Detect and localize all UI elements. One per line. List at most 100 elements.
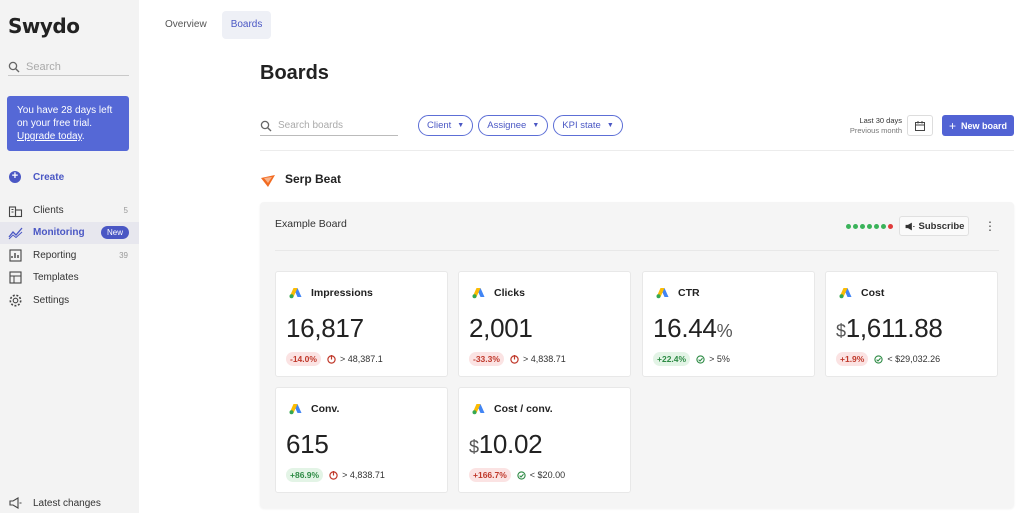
settings-icon <box>9 294 22 307</box>
sidebar-item-templates[interactable]: Templates <box>0 267 139 290</box>
more-options-icon[interactable]: ⋮ <box>984 219 996 233</box>
trial-banner: You have 28 days left on your free trial… <box>7 96 129 151</box>
kpi-value: 615 <box>286 429 329 460</box>
kpi-card-header: CTR <box>656 287 700 299</box>
search-icon <box>8 61 20 72</box>
kpi-number: 16,817 <box>286 313 364 343</box>
status-dot <box>860 224 865 229</box>
kpi-state-filter[interactable]: KPI state ▼ <box>553 115 623 136</box>
new-board-label: New board <box>961 120 1008 131</box>
boards-search <box>260 116 398 136</box>
new-badge: New <box>100 226 129 240</box>
search-icon <box>260 120 272 131</box>
google-ads-icon <box>839 288 852 299</box>
kpi-card-header: Cost / conv. <box>472 403 553 415</box>
kpi-change-badge: +166.7% <box>469 468 511 482</box>
kpi-card[interactable]: Impressions 16,817 -14.0% > 48,387.1 <box>275 271 448 377</box>
boards-search-input[interactable] <box>278 120 393 131</box>
kpi-card-header: Clicks <box>472 287 525 299</box>
page-title: Boards <box>260 62 329 84</box>
kpi-card[interactable]: Conv. 615 +86.9% > 4,838.71 <box>275 387 448 493</box>
kpi-footer: -33.3% > 4,838.71 <box>469 352 566 366</box>
kpi-value: 16.44% <box>653 313 733 344</box>
date-range-compare: Previous month <box>849 126 902 135</box>
kpi-card[interactable]: Cost $1,611.88 +1.9% < $29,032.26 <box>825 271 998 377</box>
sidebar-item-clients[interactable]: Clients 5 <box>0 199 139 222</box>
sidebar: Swydo You have 28 days left on your free… <box>0 0 139 513</box>
kpi-goal: > 4,838.71 <box>522 354 566 364</box>
status-dot <box>888 224 893 229</box>
kpi-footer: +166.7% < $20.00 <box>469 468 565 482</box>
client-header: Serp Beat <box>260 170 341 188</box>
kpi-card[interactable]: Clicks 2,001 -33.3% > 4,838.71 <box>458 271 631 377</box>
kpi-number: 615 <box>286 429 329 459</box>
date-range[interactable]: Last 30 days Previous month <box>830 116 902 136</box>
plus-circle-icon: + <box>9 171 21 183</box>
top-tabs: Overview Boards <box>156 11 277 39</box>
sidebar-item-label: Reporting <box>33 249 77 261</box>
reporting-count: 39 <box>119 250 128 260</box>
subscribe-label: Subscribe <box>918 220 965 232</box>
kpi-title: Conv. <box>311 403 340 415</box>
latest-changes-label: Latest changes <box>33 497 101 509</box>
clients-icon <box>8 206 23 217</box>
client-filter[interactable]: Client ▼ <box>418 115 474 136</box>
caret-down-icon: ▼ <box>457 122 465 129</box>
status-dot <box>867 224 872 229</box>
kpi-goal: < $29,032.26 <box>887 354 941 364</box>
tab-boards[interactable]: Boards <box>221 11 272 39</box>
kpi-footer: -14.0% > 48,387.1 <box>286 352 383 366</box>
sidebar-item-label: Monitoring <box>33 227 85 239</box>
board-title[interactable]: Example Board <box>275 218 347 230</box>
reporting-icon <box>9 249 22 262</box>
kpi-card[interactable]: CTR 16.44% +22.4% > 5% <box>642 271 815 377</box>
swydo-logo[interactable]: Swydo <box>8 14 80 38</box>
google-ads-icon <box>289 404 302 415</box>
upgrade-link[interactable]: Upgrade today <box>17 131 82 142</box>
sidebar-item-reporting[interactable]: Reporting 39 <box>0 244 139 267</box>
trial-suffix: . <box>81 131 85 142</box>
google-ads-icon <box>472 288 485 299</box>
tab-overview[interactable]: Overview <box>165 19 207 30</box>
google-ads-icon <box>472 404 485 415</box>
sidebar-item-settings[interactable]: Settings <box>0 289 139 312</box>
latest-changes-link[interactable]: Latest changes <box>8 496 101 510</box>
google-ads-icon <box>289 288 302 299</box>
kpi-number: 10.02 <box>478 429 543 459</box>
kpi-value: $1,611.88 <box>836 313 943 344</box>
kpi-goal: > 4,838.71 <box>342 470 385 480</box>
sidebar-search-input[interactable] <box>26 60 126 73</box>
kpi-card-header: Conv. <box>289 403 339 415</box>
date-picker-button[interactable] <box>907 115 933 136</box>
assignee-filter[interactable]: Assignee ▼ <box>478 115 549 136</box>
create-button[interactable]: + Create <box>9 171 64 183</box>
kpi-state-filter-label: KPI state <box>562 120 601 131</box>
kpi-card-header: Impressions <box>289 287 373 299</box>
kpi-number: 2,001 <box>469 313 533 343</box>
target-met-icon <box>696 354 705 364</box>
status-dot <box>881 224 886 229</box>
kpi-footer: +86.9% > 4,838.71 <box>286 468 385 482</box>
target-miss-icon <box>510 354 519 364</box>
target-met-icon <box>874 354 883 364</box>
status-dot <box>874 224 879 229</box>
status-dots <box>846 224 895 229</box>
google-ads-icon <box>656 288 669 299</box>
kpi-card[interactable]: Cost / conv. $10.02 +166.7% < $20.00 <box>458 387 631 493</box>
kpi-goal: < $20.00 <box>529 470 566 480</box>
kpi-goal: > 48,387.1 <box>339 354 383 364</box>
kpi-title: Cost / conv. <box>494 403 553 415</box>
kpi-title: Cost <box>861 287 885 299</box>
sidebar-search <box>8 58 129 76</box>
kpi-change-badge: +1.9% <box>836 352 869 366</box>
target-met-icon <box>517 470 526 480</box>
kpi-value: 16,817 <box>286 313 364 344</box>
kpi-title: Clicks <box>494 287 525 299</box>
sidebar-item-monitoring[interactable]: Monitoring New <box>0 221 139 244</box>
megaphone-icon <box>9 497 22 509</box>
subscribe-button[interactable]: Subscribe <box>899 216 969 236</box>
date-range-main: Last 30 days <box>859 116 902 125</box>
status-dot <box>846 224 851 229</box>
new-board-button[interactable]: + New board <box>942 115 1014 136</box>
kpi-suffix: % <box>716 321 733 341</box>
